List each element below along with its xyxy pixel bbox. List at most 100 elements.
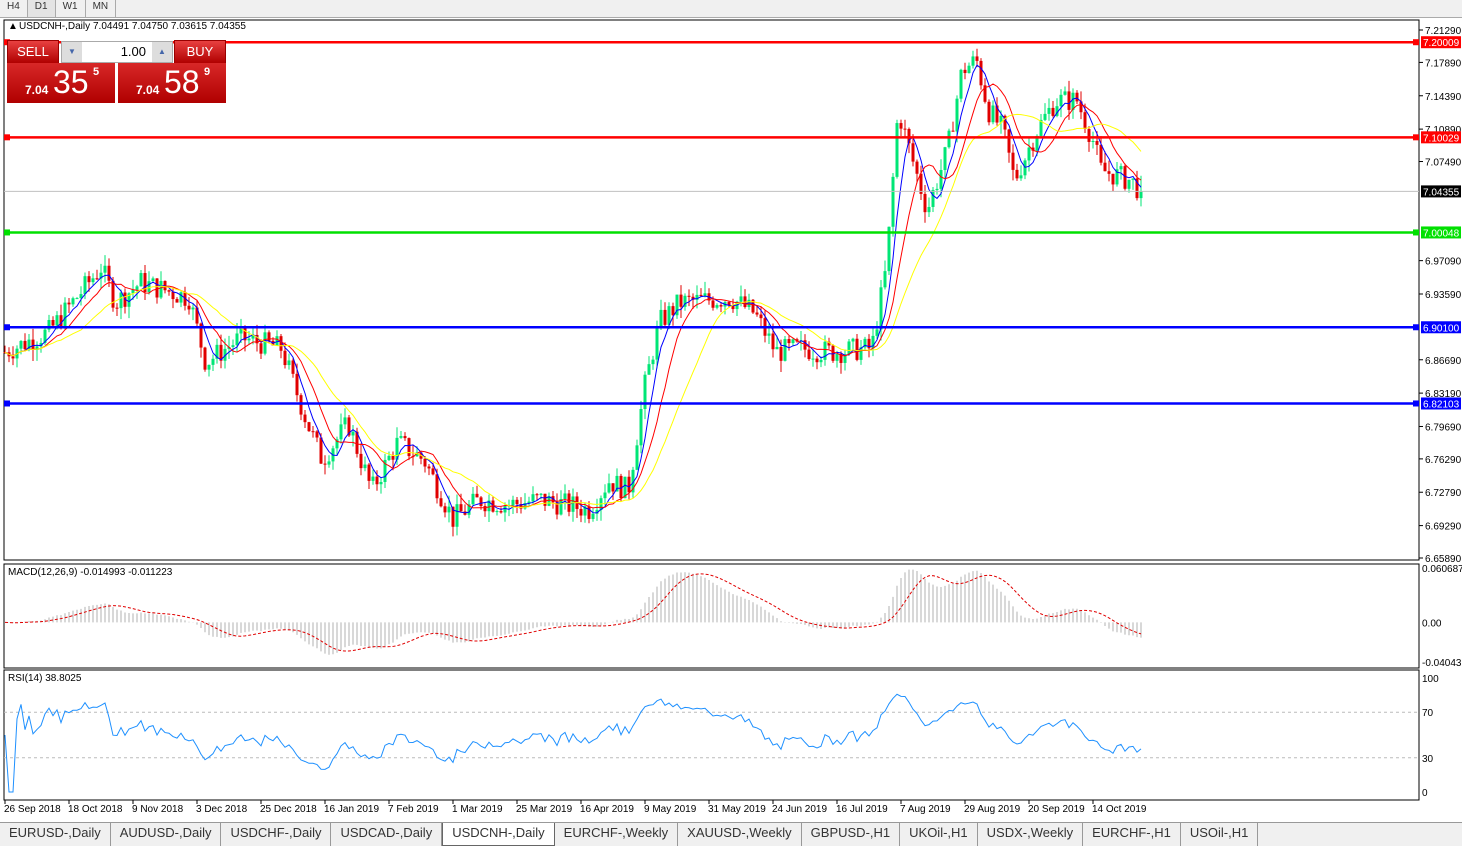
candle-body (883, 271, 887, 288)
timeframe-toolbar: H4 D1 W1 MN (0, 0, 1462, 18)
chart-tab[interactable]: USDX-,Weekly (978, 823, 1084, 846)
tf-d1[interactable]: D1 (27, 0, 56, 17)
chart-area[interactable]: 7.21290 7.17890 7.14390 7.10890 7.07490 6.970… (0, 18, 1462, 821)
sell-price[interactable]: 7.04 35 5 (7, 63, 115, 103)
candle-body (567, 493, 571, 512)
candle-body (571, 496, 575, 512)
candle-body (319, 437, 323, 464)
candle-body (699, 294, 703, 297)
chart-tab[interactable]: AUDUSD-,Daily (111, 823, 222, 846)
sell-price-prefix: 7.04 (25, 83, 49, 97)
candle-body (171, 291, 175, 300)
level-price-label: 7.10029 (1423, 133, 1460, 144)
candle-body (251, 334, 255, 339)
candle-body (195, 307, 199, 324)
candle-body (787, 339, 791, 344)
candle-body (959, 69, 963, 99)
x-tick-label: 3 Dec 2018 (196, 804, 248, 815)
buy-price[interactable]: 7.04 58 9 (118, 63, 226, 103)
tf-mn[interactable]: MN (86, 0, 117, 17)
chart-tab[interactable]: USDCAD-,Daily (331, 823, 443, 846)
candle-body (503, 505, 507, 513)
level-price-tag (1421, 36, 1461, 49)
candle-body (659, 309, 663, 328)
candle-body (391, 455, 395, 460)
candle-body (479, 497, 483, 507)
buy-button[interactable]: BUY (174, 40, 226, 64)
candle-body (371, 476, 375, 481)
candle-body (835, 353, 839, 361)
x-tick-label: 26 Sep 2018 (4, 804, 61, 815)
candle-body (235, 333, 239, 346)
chart-tab[interactable]: USDCHF-,Daily (221, 823, 332, 846)
y-tick-label: 7.14390 (1425, 92, 1462, 103)
chart-tabs: EURUSD-,Daily AUDUSD-,Daily USDCHF-,Daily U… (0, 822, 1462, 846)
candle-body (499, 511, 503, 513)
level-price-tag (1421, 397, 1461, 410)
candle-body (135, 286, 139, 290)
y-tick-label: 7.07490 (1425, 158, 1462, 169)
chart-tab[interactable]: USDCNH-,Daily (442, 823, 555, 846)
candle-body (731, 305, 735, 310)
candle-body (139, 273, 143, 287)
chart-tab[interactable]: XAUUSD-,Weekly (678, 823, 802, 846)
tf-h4[interactable]: H4 (0, 0, 28, 17)
candle-body (643, 374, 647, 409)
candle-body (1139, 191, 1143, 199)
level-price-label: 7.20009 (1423, 38, 1460, 49)
candle-body (1131, 178, 1135, 180)
one-click-trading-panel: SELL ▼ 1.00 ▲ BUY 7.04 35 5 7.04 58 9 (7, 40, 227, 104)
candle-body (711, 300, 715, 308)
candle-body (759, 314, 763, 319)
candle-body (1023, 160, 1027, 176)
tf-w1[interactable]: W1 (56, 0, 86, 17)
macd-tick-label: -0.040432 (1422, 658, 1462, 669)
candle-body (147, 281, 151, 292)
candle-body (1103, 162, 1107, 172)
ma-mid-line (4, 83, 1142, 509)
x-tick-label: 24 Jun 2019 (772, 804, 827, 815)
candle-body (43, 329, 47, 343)
candle-body (359, 453, 363, 469)
candle-body (651, 359, 655, 365)
candle-body (899, 123, 903, 129)
candle-body (459, 504, 463, 512)
chart-tab[interactable]: EURUSD-,Daily (0, 823, 111, 846)
candle-body (31, 339, 35, 350)
candle-body (1047, 107, 1051, 114)
candle-body (779, 346, 783, 361)
level-price-tag (1421, 226, 1461, 239)
candle-body (887, 226, 891, 272)
candle-body (1107, 171, 1111, 174)
chart-tab[interactable]: EURCHF-,Weekly (555, 823, 679, 846)
increase-lot-icon[interactable]: ▲ (152, 42, 172, 62)
x-tick-label: 16 Jan 2019 (324, 804, 379, 815)
level-price-label: 6.82103 (1423, 399, 1460, 410)
candle-body (363, 464, 367, 469)
candle-body (823, 341, 827, 360)
candle-body (975, 56, 979, 61)
chart-tab[interactable]: USOil-,H1 (1181, 823, 1259, 846)
candle-body (283, 350, 287, 366)
chart-tab[interactable]: GBPUSD-,H1 (802, 823, 901, 846)
candles (3, 48, 1143, 537)
lot-size-input[interactable]: ▼ 1.00 ▲ (61, 41, 173, 63)
candle-body (1099, 144, 1103, 163)
candle-body (927, 206, 931, 213)
chart-tab[interactable]: EURCHF-,H1 (1083, 823, 1181, 846)
x-tick-label: 14 Oct 2019 (1092, 804, 1147, 815)
candle-body (683, 295, 687, 307)
chart-tab[interactable]: UKOil-,H1 (900, 823, 978, 846)
candle-body (343, 417, 347, 425)
y-tick-label: 6.76290 (1425, 455, 1462, 466)
decrease-lot-icon[interactable]: ▼ (62, 42, 82, 62)
candle-body (443, 506, 447, 513)
candle-body (559, 499, 563, 515)
level-handle (4, 400, 10, 407)
candle-body (911, 143, 915, 162)
y-tick-label: 6.79690 (1425, 422, 1462, 433)
candle-body (939, 170, 943, 189)
sell-button[interactable]: SELL (7, 40, 59, 64)
candle-body (47, 320, 51, 330)
level-handle (1413, 229, 1419, 236)
